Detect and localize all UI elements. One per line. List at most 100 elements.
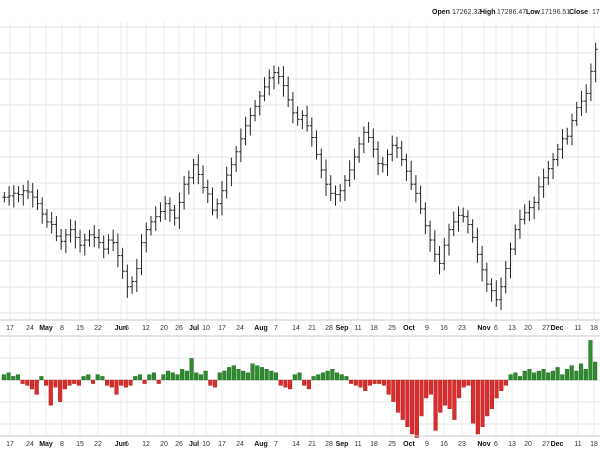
volume-bar-up [95,374,100,381]
volume-bar-down [119,379,124,386]
volume-bar-down [29,379,35,390]
volume-bar-down [34,379,39,395]
volume-bar-up [550,370,555,381]
ohlc-readout: Open 17262.32 High 17286.47 Low 17196.51… [432,9,600,16]
volume-bar-down [396,379,401,413]
volume-bar-up [184,370,189,381]
volume-bar-down [424,379,429,399]
volume-bar-down [208,379,213,386]
x-tick-label: 16 [440,441,448,448]
x-tick-label: 22 [94,441,102,448]
volume-bar-down [48,379,53,406]
volume-bar-down [419,379,424,417]
volume-bar-down [109,379,114,388]
volume-bar-up [100,376,105,381]
volume-grid [0,338,600,436]
open-value: 17262.32 [452,9,481,16]
volume-bar-up [273,372,279,381]
x-tick-label: May [39,441,53,448]
volume-bar-up [241,370,246,381]
x-tick-label: 6 [494,441,498,448]
volume-bar-up [541,369,546,381]
x-tick-label: 6 [494,325,498,332]
volume-bar-up [536,370,541,381]
x-tick-label: 13 [508,441,516,448]
x-tick-label: 21 [308,441,316,448]
volume-bar-down [278,379,283,386]
volume-bar-down [499,379,504,392]
volume-bar-up [11,376,16,381]
price-bars [2,42,598,311]
volume-bar-up [325,370,330,381]
volume-bar-up [264,369,269,381]
volume-bar-up [6,372,11,381]
x-tick-label: 18 [370,441,378,448]
open-label: Open [432,9,450,16]
x-tick-label: May [39,325,53,332]
volume-bar-down [442,379,448,406]
x-tick-label: 26 [175,325,183,332]
x-tick-label: Sep [336,325,349,332]
volume-bar-up [245,372,250,381]
x-tick-label: 20 [524,441,532,448]
x-tick-label: 7 [274,325,278,332]
volume-bar-up [133,376,138,381]
x-tick-label: Aug [254,325,268,332]
volume-bar-down [438,379,443,413]
volume-bar-up [137,374,142,381]
volume-bar-up [217,372,222,381]
x-tick-label: 18 [590,325,598,332]
x-tick-label: 20 [524,325,532,332]
volume-bar-up [180,369,185,381]
volume-bar-down [489,379,494,409]
volume-bar-down [405,379,410,427]
x-tick-label: 18 [590,441,598,448]
volume-bar-down [377,379,382,384]
volume-bar-up [170,372,175,381]
volume-bar-down [288,379,293,390]
volume-bar-down [72,379,77,384]
x-tick-label: 13 [508,325,516,332]
x-tick-label: 20 [160,441,168,448]
x-tick-label: 24 [26,325,34,332]
volume-bar-up [320,372,326,381]
x-tick-label: Jul [189,325,199,332]
high-value: 17286.47 [497,9,526,16]
x-tick-label: 8 [60,441,64,448]
x-tick-label: 12 [142,441,150,448]
volume-bar-up [194,372,199,381]
volume-bar-down [391,379,396,402]
volume-bar-down [475,379,480,435]
x-tick-label: Nov [477,325,490,332]
x-tick-label: 15 [76,325,84,332]
x-tick-label: 25 [388,441,396,448]
low-label: Low [526,9,541,16]
x-tick-label: 23 [458,325,466,332]
x-tick-label: 6 [125,325,129,332]
volume-bar-up [334,372,340,381]
x-tick-label: 17 [218,325,226,332]
volume-bar-down [44,379,49,386]
volume-bar-up [513,372,518,381]
volume-bar-down [485,379,490,417]
volume-bar-down [156,379,161,384]
volume-bar-down [358,379,363,388]
x-tick-label: 18 [370,325,378,332]
x-tick-label: 24 [236,441,244,448]
volume-bar-up [344,376,349,381]
x-tick-label: 7 [274,441,278,448]
volume-bar-up [255,365,260,381]
x-tick-label: 17 [6,441,14,448]
volume-bar-down [349,379,354,384]
volume-bar-down [306,379,311,390]
high-label: High [480,9,496,16]
volume-bar-up [593,361,598,381]
x-tick-label: 14 [292,325,300,332]
x-tick-label: 23 [458,441,466,448]
volume-bar-down [114,379,119,395]
volume-bar-down [25,379,30,386]
x-tick-label: 9 [425,325,429,332]
